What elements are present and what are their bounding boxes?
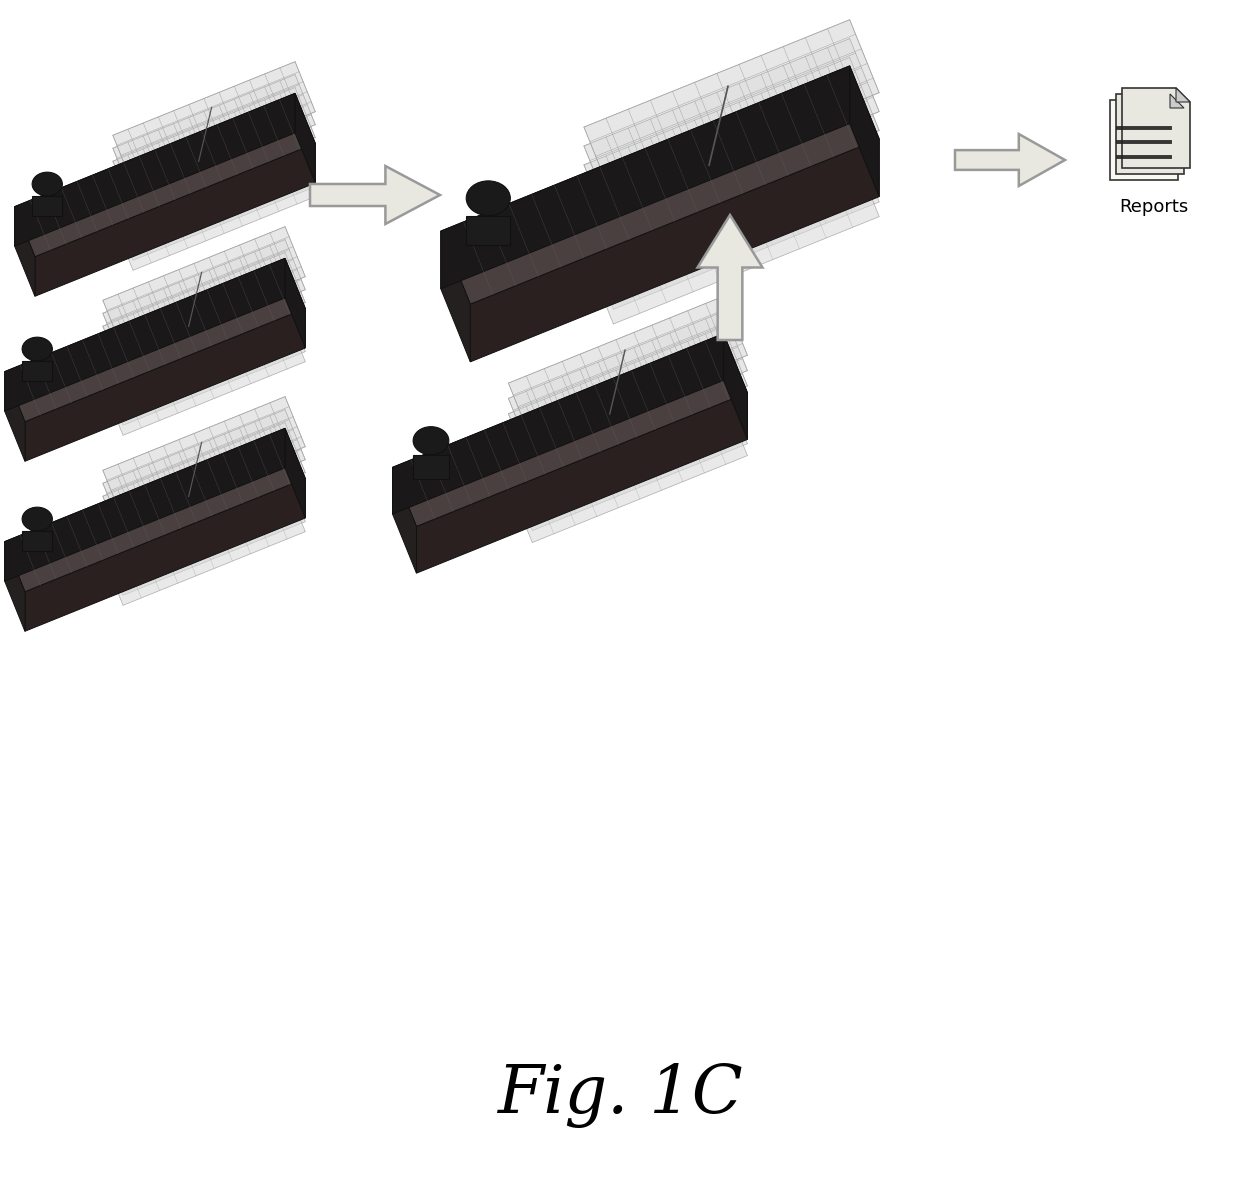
Polygon shape [103,312,305,436]
Polygon shape [440,66,879,304]
Polygon shape [417,393,748,573]
Polygon shape [697,215,763,339]
Polygon shape [508,326,748,472]
Polygon shape [35,144,315,297]
Polygon shape [1176,88,1190,102]
Polygon shape [584,129,879,310]
Polygon shape [393,334,748,526]
Polygon shape [103,482,305,605]
Polygon shape [440,66,849,288]
Polygon shape [1116,94,1184,174]
Polygon shape [1164,100,1178,114]
Polygon shape [113,88,315,211]
Polygon shape [295,94,315,183]
Polygon shape [113,147,315,271]
Polygon shape [440,231,470,362]
Polygon shape [113,62,315,185]
Ellipse shape [413,426,449,455]
Polygon shape [310,166,440,224]
Polygon shape [5,259,285,411]
Polygon shape [466,216,511,245]
Polygon shape [5,259,305,421]
Polygon shape [113,137,315,260]
Polygon shape [393,468,417,573]
Polygon shape [103,301,305,425]
Polygon shape [508,396,748,542]
Polygon shape [103,410,305,533]
Polygon shape [584,20,879,201]
Polygon shape [584,39,879,218]
Polygon shape [508,311,748,457]
Polygon shape [22,531,52,551]
Ellipse shape [22,337,52,361]
Text: Fig. 1C: Fig. 1C [497,1062,743,1128]
Polygon shape [1110,100,1178,180]
Polygon shape [32,196,62,216]
Polygon shape [508,297,748,443]
Polygon shape [103,227,305,350]
Polygon shape [103,253,305,376]
Polygon shape [5,541,25,631]
Polygon shape [1122,88,1190,169]
Polygon shape [285,429,305,518]
Polygon shape [285,259,305,348]
Text: Reports: Reports [1120,198,1189,216]
Polygon shape [508,385,748,531]
Polygon shape [113,75,315,198]
Polygon shape [393,334,724,514]
Polygon shape [22,361,52,381]
Polygon shape [15,94,315,256]
Polygon shape [103,240,305,363]
Polygon shape [103,423,305,546]
Ellipse shape [22,507,52,531]
Polygon shape [15,94,295,246]
Ellipse shape [466,180,511,216]
Polygon shape [413,455,449,478]
Polygon shape [25,478,305,631]
Polygon shape [5,429,305,591]
Polygon shape [584,57,879,237]
Polygon shape [1171,94,1184,108]
Polygon shape [103,396,305,520]
Polygon shape [955,134,1065,186]
Polygon shape [470,139,879,362]
Polygon shape [584,144,879,324]
Polygon shape [5,429,285,582]
Polygon shape [5,372,25,462]
Polygon shape [15,207,35,297]
Polygon shape [103,471,305,595]
Polygon shape [25,309,305,462]
Polygon shape [724,334,748,439]
Polygon shape [849,66,879,197]
Ellipse shape [32,172,62,196]
